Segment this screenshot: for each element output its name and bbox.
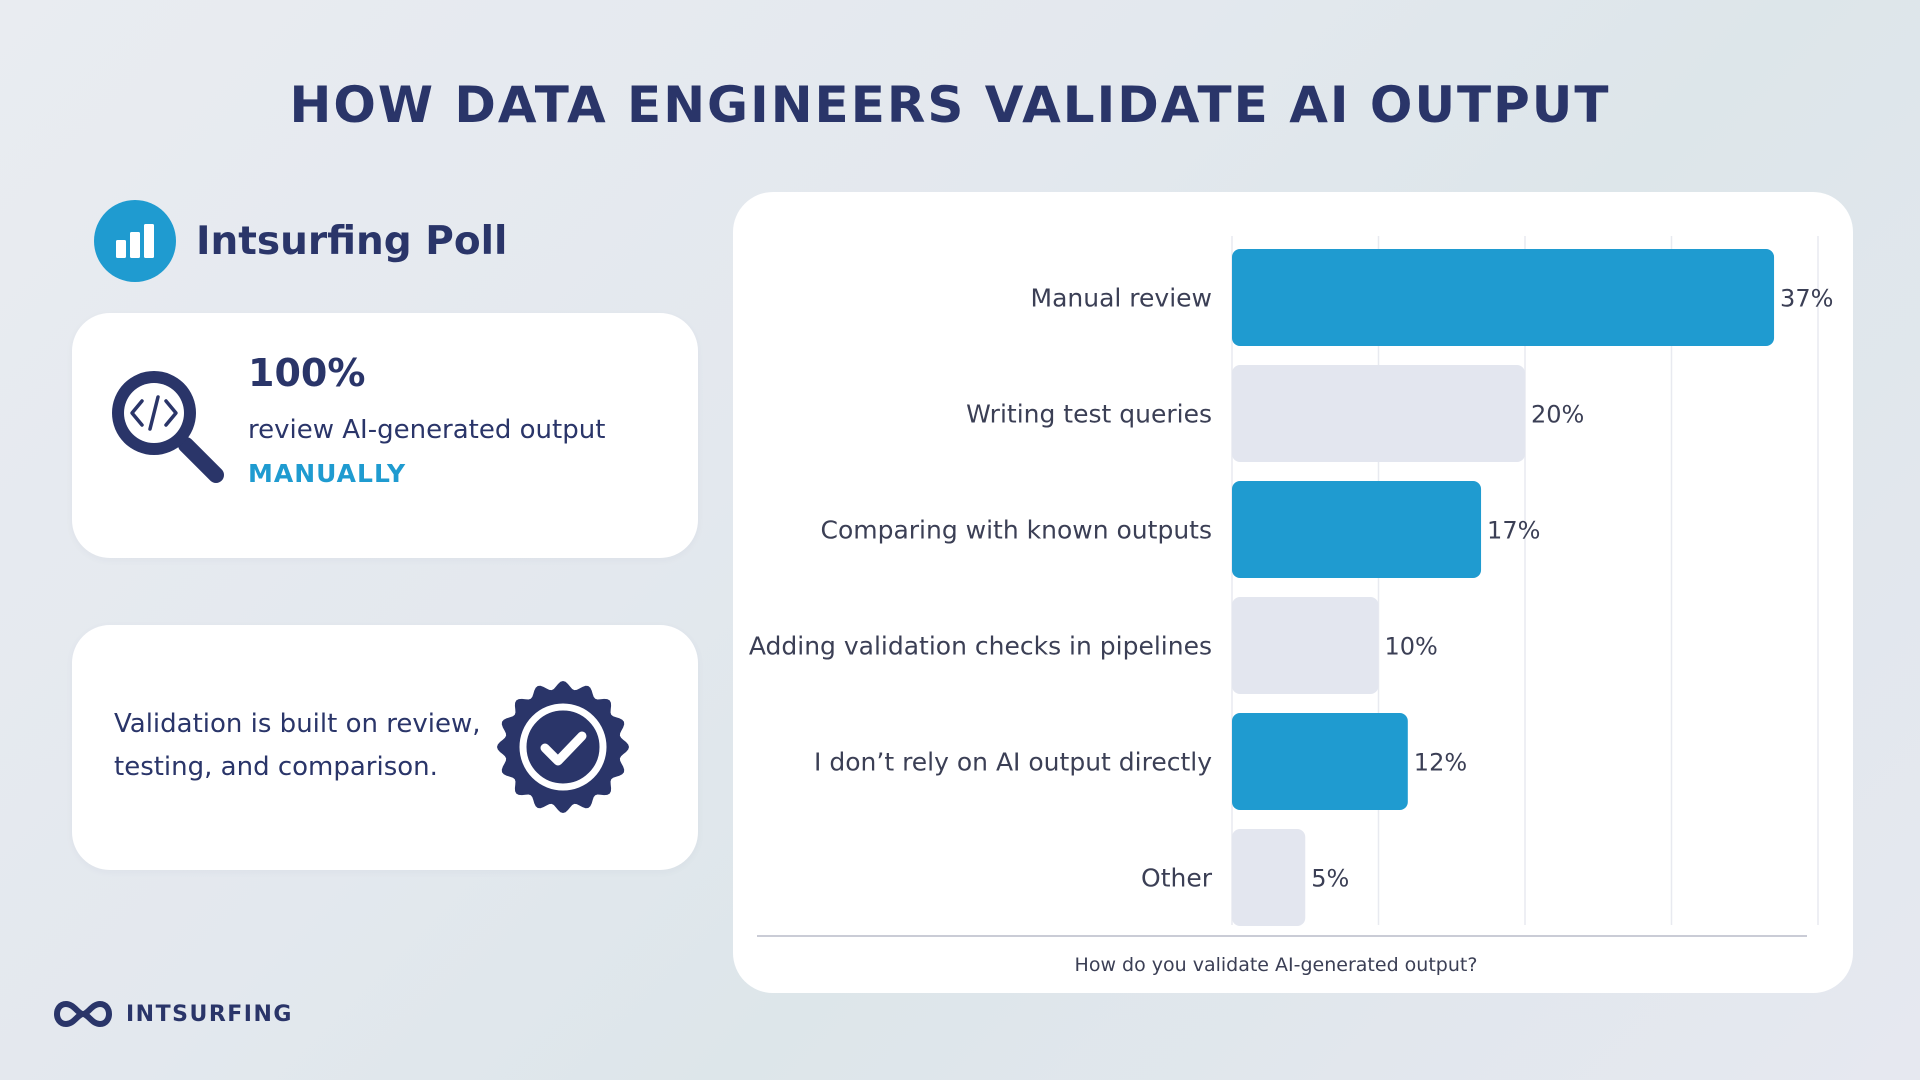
category-label: Adding validation checks in pipelines [749, 632, 1212, 661]
bar-chart: Manual review 37% Writing test queries 20% C… [749, 236, 1833, 976]
infinity-logo-icon [54, 1000, 112, 1028]
category-label: I don’t rely on AI output directly [814, 748, 1212, 777]
page-title: HOW DATA ENGINEERS VALIDATE AI OUTPUT [289, 76, 1611, 134]
brand-logo: INTSURFING [48, 996, 293, 1032]
value-label: 10% [1385, 633, 1438, 661]
note-text: Validation is built on review, testing, … [114, 709, 481, 782]
bar [1232, 249, 1775, 346]
chart-card: Manual review 37% Writing test queries 20% C… [733, 192, 1853, 993]
bar [1232, 829, 1306, 926]
category-label: Writing test queries [966, 400, 1212, 429]
logo-text: INTSURFING [126, 1001, 293, 1027]
x-axis-label: How do you validate AI-generated output? [1075, 954, 1478, 976]
magnifier-code-icon [102, 361, 232, 491]
bar [1232, 365, 1525, 462]
stat-value: 100% [248, 351, 366, 395]
category-label: Comparing with known outputs [820, 516, 1212, 545]
note-card: Validation is built on review, testing, … [72, 625, 698, 870]
bar [1232, 713, 1408, 810]
verified-badge-icon [494, 678, 632, 816]
value-label: 5% [1311, 865, 1349, 893]
value-label: 37% [1780, 285, 1833, 313]
stat-card: 100% review AI-generated output MANUALLY [72, 313, 698, 558]
category-label: Manual review [1031, 284, 1212, 313]
category-label: Other [1141, 864, 1213, 893]
stat-description: review AI-generated output [248, 415, 606, 445]
bar [1232, 597, 1379, 694]
bar [1232, 481, 1482, 578]
poll-header: Intsurfing Poll [94, 200, 507, 282]
value-label: 20% [1531, 401, 1584, 429]
value-label: 12% [1414, 749, 1467, 777]
value-label: 17% [1487, 517, 1540, 545]
bar-chart-icon [94, 200, 176, 282]
stat-emphasis: MANUALLY [248, 459, 407, 488]
poll-label: Intsurfing Poll [196, 218, 508, 264]
